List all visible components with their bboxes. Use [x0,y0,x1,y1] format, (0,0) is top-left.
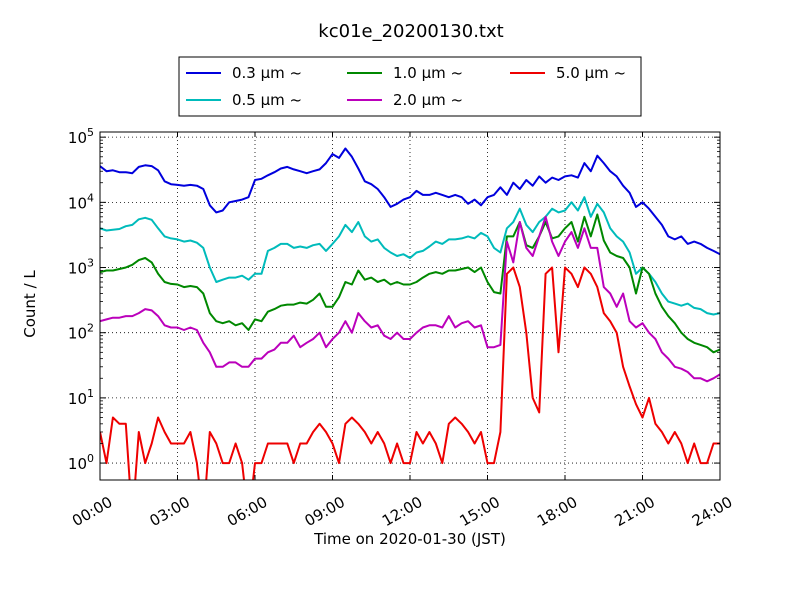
y-tick-label: 101 [68,387,94,408]
series-lines [100,147,720,480]
series-line-4 [100,266,720,480]
legend-label-1: 0.5 µm ~ [232,91,302,109]
chart-title: kc01e_20200130.txt [318,21,503,42]
legend-box [178,56,642,117]
series-line-2 [100,213,720,354]
x-tick-label: 15:00 [457,493,503,530]
x-axis-label: Time on 2020-01-30 (JST) [313,530,506,548]
x-tick-label: 00:00 [69,493,115,530]
y-tick-label: 100 [68,452,94,473]
y-axis-label: Count / L [21,270,39,338]
legend-label-4: 5.0 µm ~ [556,64,626,82]
series-line-0 [100,147,720,256]
x-tick-label: 09:00 [302,493,348,530]
x-tick-label: 12:00 [379,493,425,530]
series-line-3 [100,215,720,383]
x-tick-label: 21:00 [612,493,658,530]
series-line-1 [100,196,720,316]
x-tick-label: 24:00 [689,493,735,530]
y-tick-label: 105 [68,126,94,147]
plot-frame [99,131,721,481]
legend-label-0: 0.3 µm ~ [232,64,302,82]
legend-label-3: 2.0 µm ~ [393,91,463,109]
legend-label-2: 1.0 µm ~ [393,64,463,82]
axes [99,131,721,481]
legend: 0.3 µm ~ 0.5 µm ~ 1.0 µm ~ 2.0 µm ~ 5.0 µm ~ [178,56,642,117]
x-tick-label: 03:00 [147,493,193,530]
y-tick-label: 104 [68,191,94,212]
y-tick-label: 103 [68,257,94,278]
x-tick-label: 06:00 [224,493,270,530]
y-tick-label: 102 [68,322,94,343]
x-tick-label: 18:00 [534,493,580,530]
